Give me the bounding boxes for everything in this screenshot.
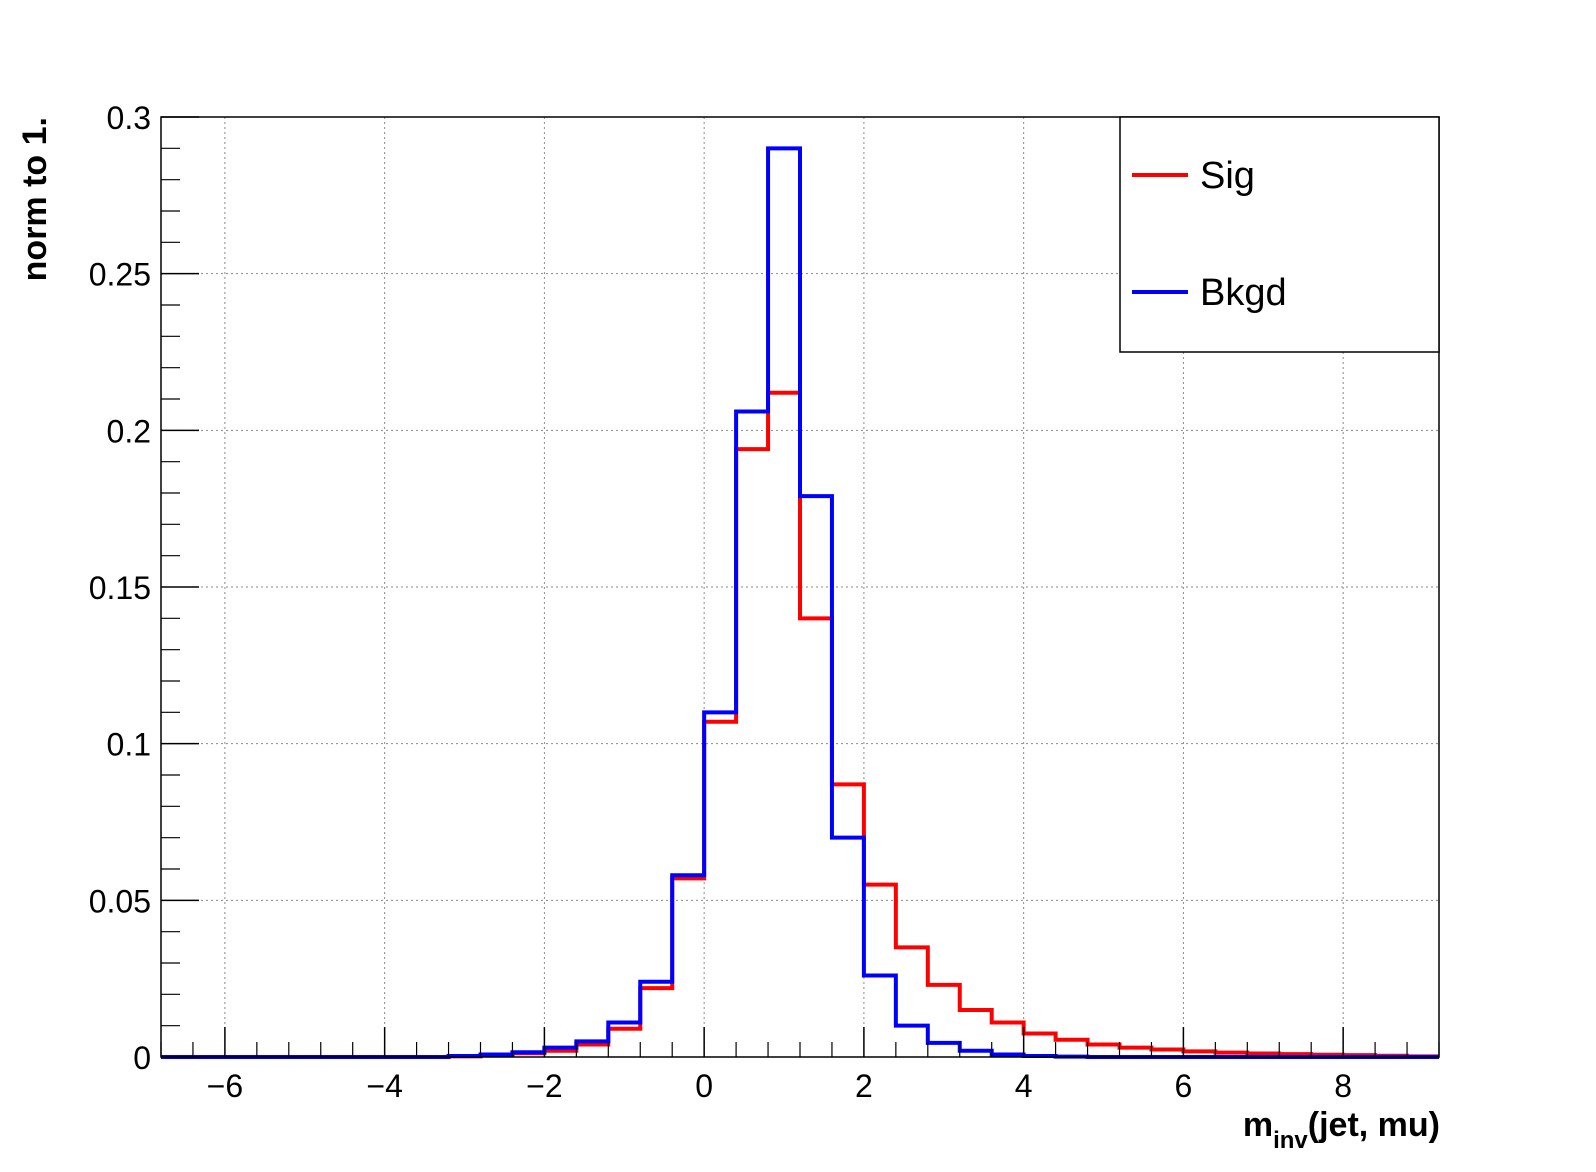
x-tick-label: 2 xyxy=(855,1068,873,1104)
legend-label-bkgd: Bkgd xyxy=(1200,272,1287,314)
x-tick-label: 8 xyxy=(1334,1068,1352,1104)
x-axis-title-main: m xyxy=(1243,1106,1273,1144)
grid-lines xyxy=(161,117,1439,1057)
y-tick-label: 0.1 xyxy=(107,727,151,763)
legend: Sig Bkgd xyxy=(1119,116,1440,353)
x-axis-title-subscript: inv xyxy=(1273,1127,1308,1154)
axis-ticks xyxy=(160,116,1440,1058)
y-axis-title: norm to 1. xyxy=(16,117,54,281)
x-axis-title-suffix: (jet, mu) xyxy=(1308,1106,1440,1144)
y-tick-label: 0.05 xyxy=(89,883,151,919)
x-tick-label: −4 xyxy=(366,1068,402,1104)
x-tick-label: 4 xyxy=(1015,1068,1033,1104)
x-tick-label: −6 xyxy=(207,1068,243,1104)
legend-box xyxy=(1119,116,1440,353)
legend-label-sig: Sig xyxy=(1200,155,1255,197)
y-tick-label: 0.15 xyxy=(89,570,151,606)
x-tick-label: 6 xyxy=(1175,1068,1193,1104)
x-tick-label: 0 xyxy=(695,1068,713,1104)
y-tick-label: 0.3 xyxy=(107,100,151,136)
y-tick-label: 0.25 xyxy=(89,257,151,293)
y-tick-label: 0.2 xyxy=(107,413,151,449)
y-tick-label: 0 xyxy=(133,1040,151,1076)
x-axis-title: minv(jet, mu) xyxy=(1243,1106,1440,1154)
tick-labels: −6 −4 −2 0 2 4 6 8 0 0.05 0.1 0.15 0.2 0.25 0.3 xyxy=(89,100,1352,1104)
x-tick-label: −2 xyxy=(526,1068,562,1104)
